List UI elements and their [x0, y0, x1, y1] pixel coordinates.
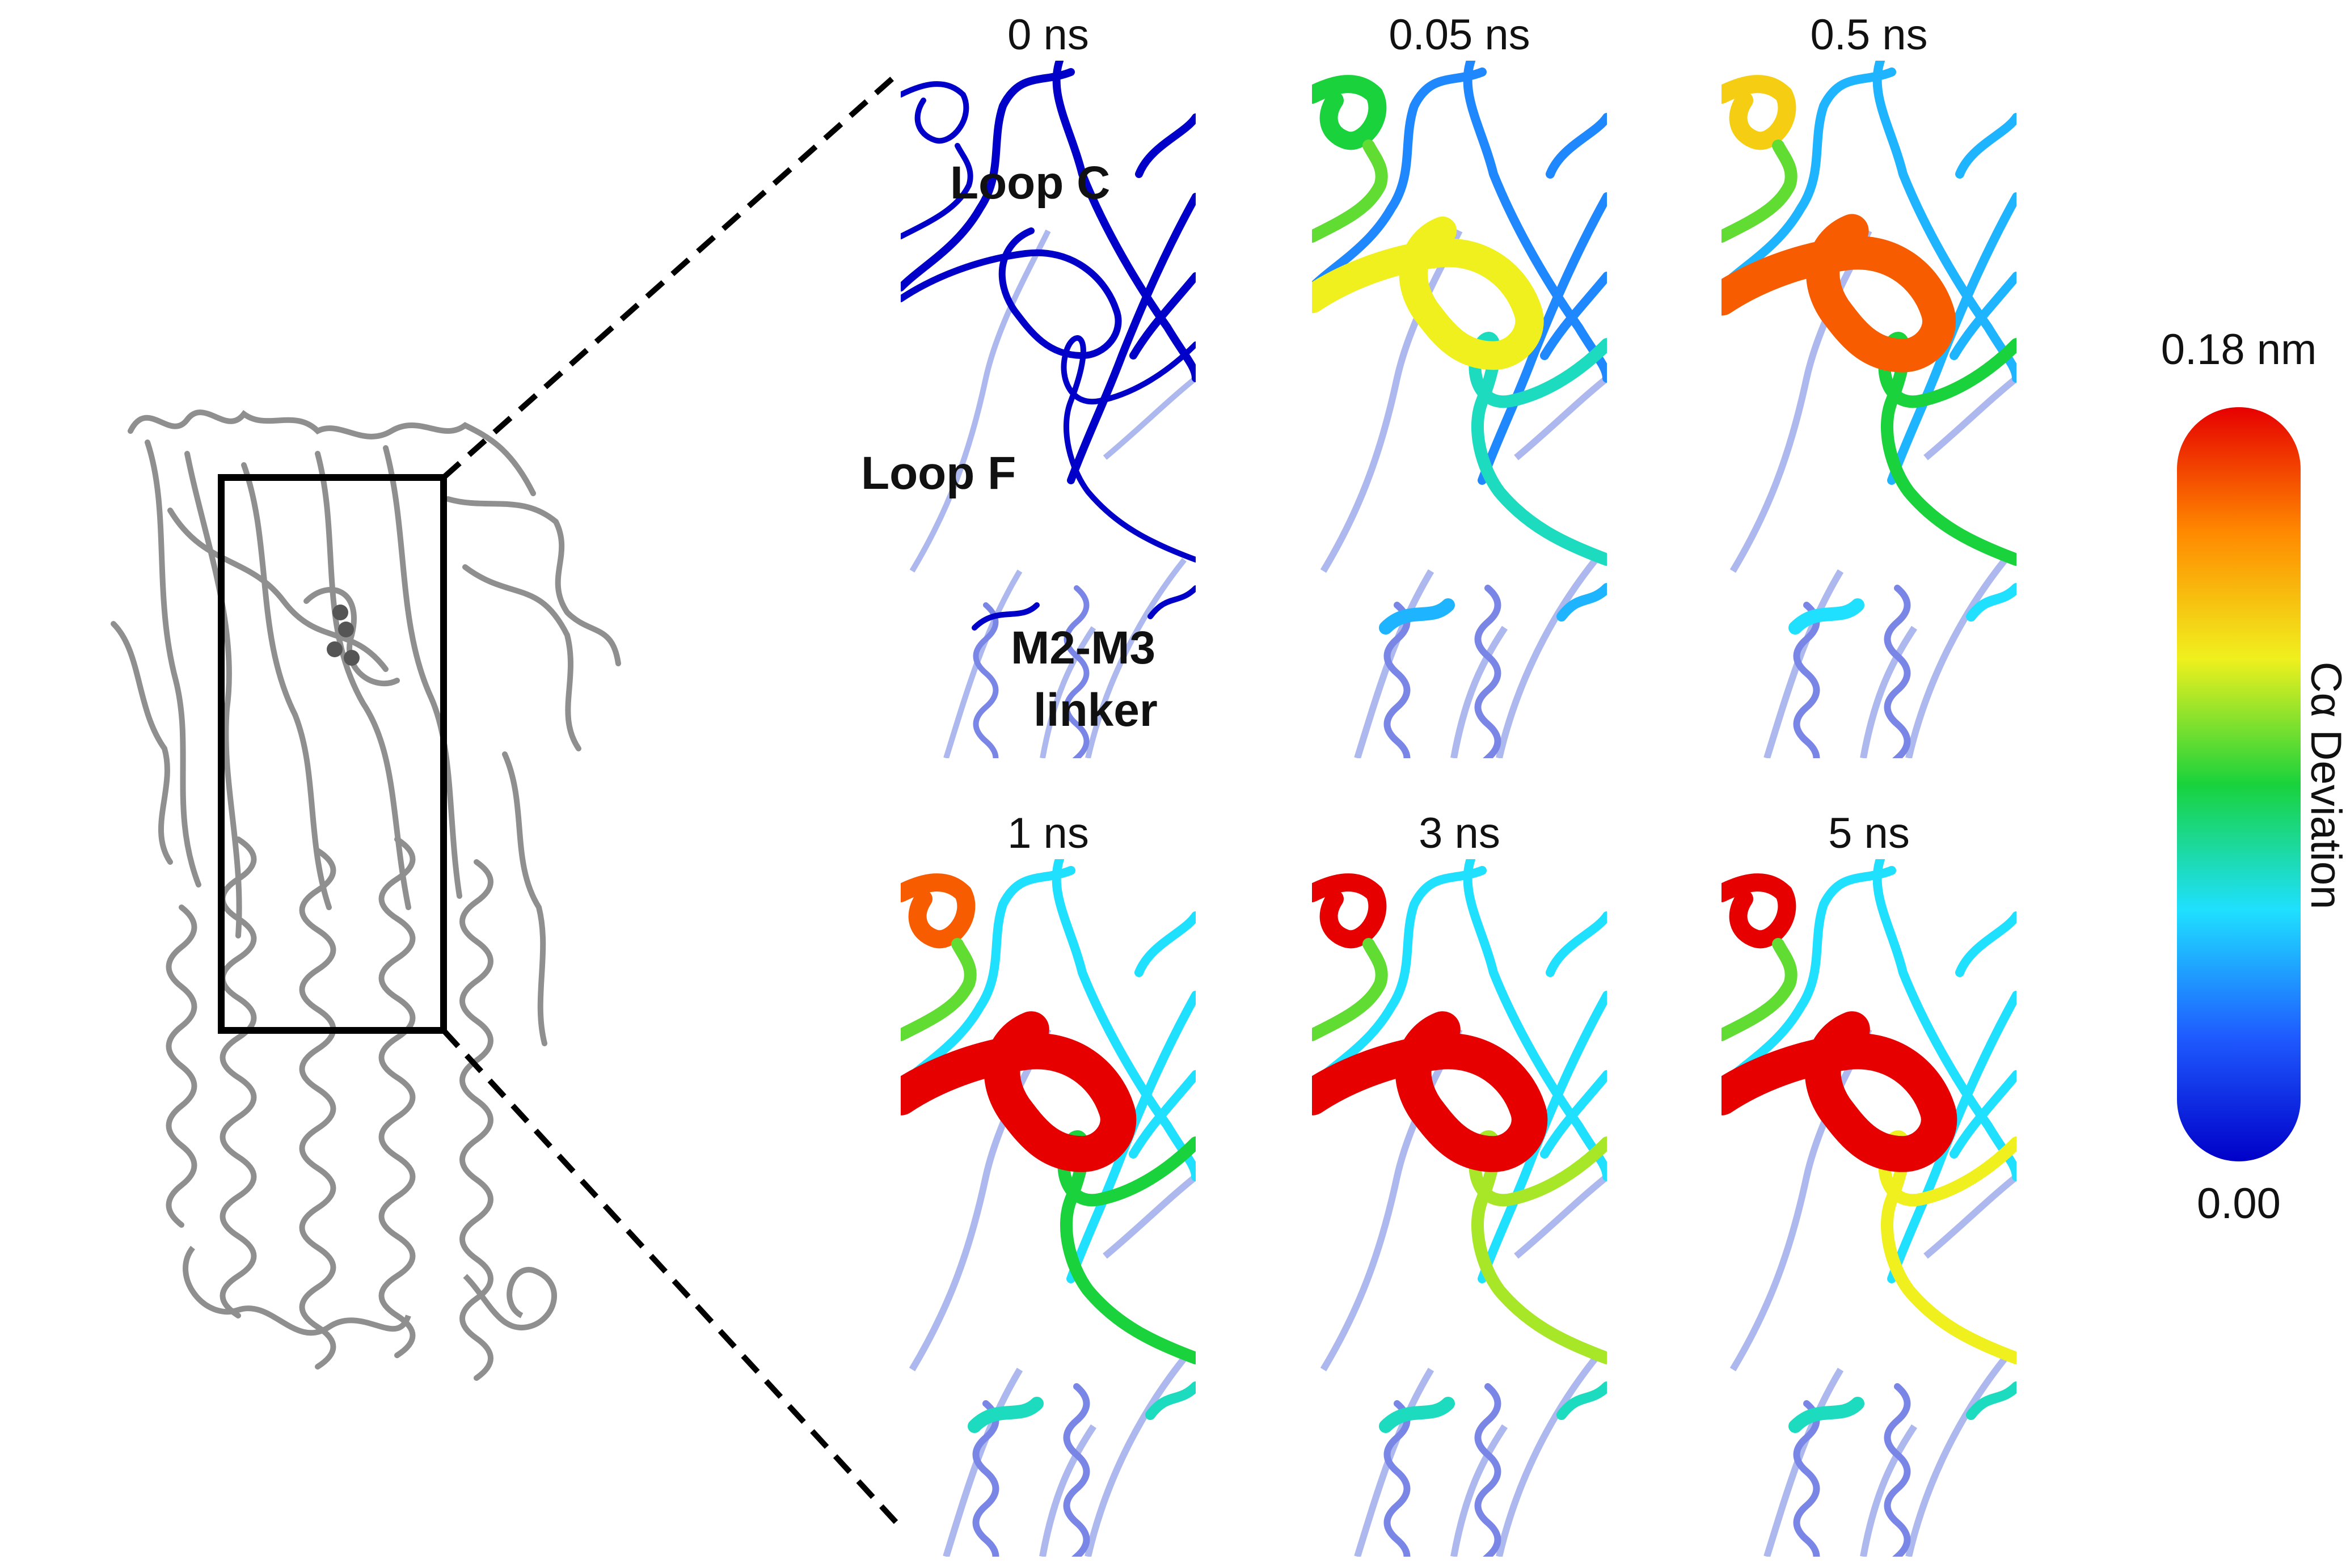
colorbar: [2177, 407, 2301, 1161]
panel-time-label: 3 ns: [1419, 809, 1500, 857]
zoom-selection-box: [218, 474, 447, 1034]
label-loop-f: Loop F: [861, 447, 1016, 499]
colorbar-title: Cα Deviation: [2302, 662, 2346, 910]
panel-1: 0.05 ns: [1312, 11, 1607, 758]
panel-0: 0 ns: [901, 11, 1196, 758]
panel-time-label: 0.5 ns: [1810, 11, 1927, 59]
panel-2: 0.5 ns: [1721, 11, 2016, 758]
protein-overview-structure: [111, 409, 621, 1381]
panel-time-label: 0.05 ns: [1389, 11, 1530, 59]
label-m2m3-line1: M2-M3: [1011, 622, 1155, 674]
label-loop-c: Loop C: [950, 157, 1110, 209]
timepoint-panels: 0 ns 0.05 ns 0.5 ns 1 ns 3 ns 5 ns: [901, 11, 2016, 1557]
panel-3: 1 ns: [901, 809, 1196, 1557]
label-m2m3-line2: linker: [1033, 684, 1158, 736]
colorbar-max-label: 0.18 nm: [2161, 326, 2317, 374]
colorbar-min-label: 0.00: [2197, 1180, 2281, 1228]
panel-5: 5 ns: [1721, 809, 2016, 1557]
panel-time-label: 1 ns: [1007, 809, 1089, 857]
panel-time-label: 0 ns: [1007, 11, 1089, 59]
panel-time-label: 5 ns: [1828, 809, 1910, 857]
zoom-line-bottom: [441, 1028, 901, 1528]
panel-4: 3 ns: [1312, 809, 1607, 1557]
zoom-line-top: [441, 70, 901, 480]
